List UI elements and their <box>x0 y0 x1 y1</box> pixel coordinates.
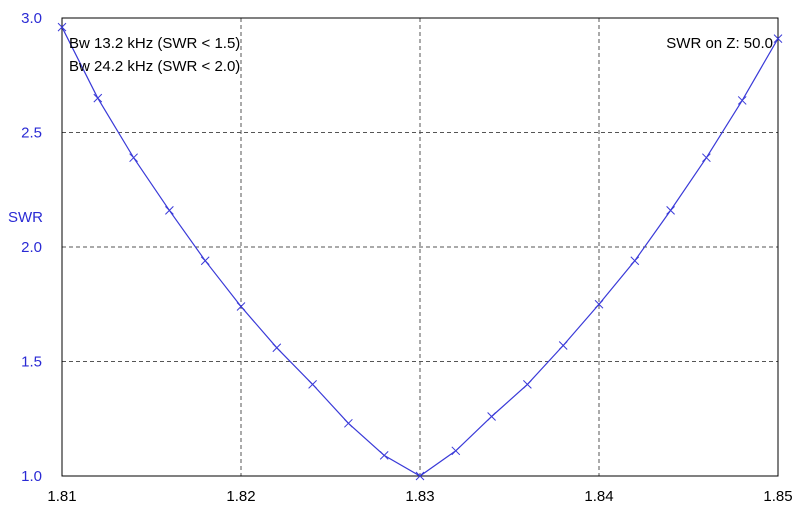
x-tick-label: 1.85 <box>763 488 792 505</box>
data-point-marker <box>523 380 532 389</box>
y-tick-labels: 1.0 1.5 2.0 2.5 3.0 <box>21 10 42 485</box>
y-axis-label: SWR <box>8 209 43 226</box>
x-tick-labels: 1.81 1.82 1.83 1.84 1.85 <box>47 488 792 505</box>
data-point-marker <box>594 299 604 309</box>
x-tick-label: 1.83 <box>405 488 434 505</box>
bandwidth-annotation-1: Bw 13.2 kHz (SWR < 1.5) <box>69 35 240 52</box>
y-tick-label: 1.0 <box>21 468 42 485</box>
data-point-marker <box>93 93 103 103</box>
x-tick-label: 1.84 <box>584 488 613 505</box>
data-point-marker <box>379 451 389 460</box>
data-point-marker <box>773 34 783 43</box>
y-tick-label: 3.0 <box>21 10 42 27</box>
data-point-marker <box>200 256 210 266</box>
series-group <box>57 22 783 481</box>
data-point-marker <box>487 412 496 421</box>
y-tick-label: 2.0 <box>21 239 42 256</box>
grid-lines <box>62 18 778 476</box>
data-point-marker <box>558 341 568 350</box>
y-tick-label: 2.5 <box>21 125 42 142</box>
x-tick-label: 1.81 <box>47 488 76 505</box>
data-point-marker <box>272 343 282 353</box>
data-point-marker <box>57 22 67 32</box>
data-point-marker <box>344 418 353 428</box>
data-point-marker <box>451 446 461 456</box>
data-point-marker <box>165 206 174 215</box>
data-point-marker <box>702 153 711 163</box>
y-tick-label: 1.5 <box>21 354 42 371</box>
data-point-marker <box>630 256 640 266</box>
data-point-marker <box>129 153 138 163</box>
impedance-annotation: SWR on Z: 50.0 <box>666 35 773 52</box>
bandwidth-annotation-2: Bw 24.2 kHz (SWR < 2.0) <box>69 58 240 75</box>
data-point-marker <box>236 302 246 311</box>
data-point-marker <box>415 471 425 481</box>
data-point-marker <box>737 96 747 105</box>
data-point-marker <box>308 380 317 389</box>
x-tick-label: 1.82 <box>226 488 255 505</box>
data-point-marker <box>666 206 675 215</box>
